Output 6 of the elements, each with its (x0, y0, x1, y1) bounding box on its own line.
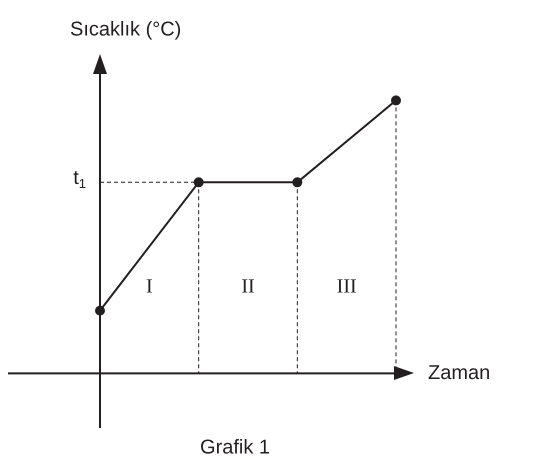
text: Grafik 1 (200, 436, 270, 459)
x-axis-title: Zaman (428, 362, 490, 384)
annotation: II (241, 276, 255, 298)
y-axis-title: Sıcaklık (°C) (70, 18, 182, 41)
annotation: III (336, 276, 357, 298)
annotation: I (146, 276, 153, 298)
